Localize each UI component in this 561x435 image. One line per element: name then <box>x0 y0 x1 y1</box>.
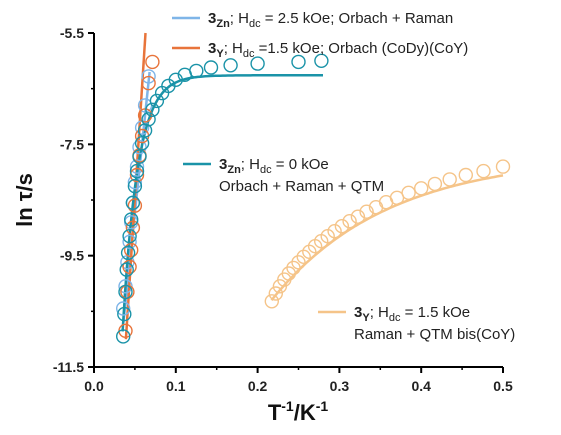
data-point-s1 <box>127 174 143 190</box>
x-tick-label: 0.5 <box>493 378 513 394</box>
legends: 3Zn; Hdc = 2.5 kOe; Orbach + Raman 3Y; Hd… <box>172 10 515 343</box>
legend-label-line2-s4: Raman + QTM bis(CoY) <box>354 326 515 343</box>
legend-label-s1: 3Zn; Hdc = 2.5 kOe; Orbach + Raman <box>208 10 453 30</box>
data-point-s2 <box>137 108 153 123</box>
data-point-s3 <box>203 60 219 75</box>
data-point-s3 <box>250 56 265 71</box>
data-point-s3 <box>168 72 184 88</box>
data-point-s3 <box>115 329 131 344</box>
x-tick-label: 0.4 <box>411 378 431 394</box>
data-point-s1 <box>122 234 137 250</box>
data-point-s4 <box>476 163 491 179</box>
data-point-s3 <box>125 195 141 211</box>
x-axis-title-sup2: -1 <box>316 398 329 414</box>
x-tick-label: 0.2 <box>248 378 268 394</box>
data-point-s2 <box>123 242 139 258</box>
data-point-s2 <box>125 220 141 236</box>
x-tick-label: 0.3 <box>330 378 350 394</box>
y-tick-label: -7.5 <box>60 136 84 152</box>
fit-line-s3 <box>121 74 323 332</box>
data-point-s3 <box>122 228 137 244</box>
data-point-s3 <box>132 149 147 164</box>
data-point-s1 <box>141 69 156 84</box>
data-point-s3 <box>189 63 204 79</box>
data-point-s4 <box>264 294 279 309</box>
y-tick-label: -5.5 <box>60 25 84 41</box>
data-point-s4 <box>342 213 357 229</box>
x-axis-title-sup1: -1 <box>281 398 294 414</box>
ticks: 0.0 0.1 0.2 0.3 0.4 0.5 -5.5 -7.5 -9.5 -11.5 <box>53 25 513 394</box>
y-axis-title: ln τ/s <box>12 173 37 227</box>
data-point-s3 <box>141 112 156 127</box>
data-point-s2 <box>141 75 156 91</box>
data-point-s3 <box>129 163 145 179</box>
data-point-s1 <box>129 159 145 174</box>
x-tick-label: 0.0 <box>84 378 104 394</box>
data-point-s4 <box>334 218 350 234</box>
data-point-s3 <box>223 58 238 73</box>
legend-label-s3: 3Zn; Hdc = 0 kOe <box>219 156 329 176</box>
data-point-s4 <box>286 260 301 276</box>
legend-label-line2-s3: Orbach + Raman + QTM <box>219 178 384 195</box>
x-axis-title-main: T <box>268 400 282 425</box>
legend-label-s2: 3Y; Hdc =1.5 kOe; Orbach (CoDy)(CoY) <box>208 40 468 60</box>
data-point-s1 <box>118 279 133 294</box>
data-point-s3 <box>149 93 165 109</box>
data-point-s3 <box>117 306 132 322</box>
data-point-s4 <box>427 176 443 192</box>
data-point-s2 <box>122 259 137 274</box>
legend-label-s4: 3Y; Hdc = 1.5 kOe <box>354 304 470 324</box>
data-point-s4 <box>414 181 429 196</box>
data-point-s4 <box>495 159 511 174</box>
data-point-s4 <box>268 286 283 301</box>
data-point-s1 <box>132 139 147 155</box>
data-point-s4 <box>327 223 342 239</box>
data-point-s3 <box>118 284 133 300</box>
data-point-s3 <box>123 212 139 227</box>
data-point-s2 <box>145 54 160 70</box>
data-point-s3 <box>127 178 143 194</box>
data-point-s3 <box>291 54 306 70</box>
x-axis-title: T-1/K-1 <box>268 398 329 425</box>
data-point-s3 <box>120 245 136 261</box>
data-point-s4 <box>359 204 374 219</box>
data-point-s3 <box>137 123 153 138</box>
data-point-s1 <box>115 301 131 316</box>
data-points <box>115 53 511 344</box>
data-point-s2 <box>127 198 143 213</box>
data-point-s4 <box>291 255 306 270</box>
data-point-s3 <box>119 262 134 277</box>
data-point-s4 <box>350 209 366 224</box>
data-point-s3 <box>314 53 329 68</box>
data-point-s3 <box>145 102 160 118</box>
data-point-s4 <box>296 249 311 264</box>
x-tick-label: 0.1 <box>166 378 186 394</box>
data-point-s4 <box>442 172 457 187</box>
y-tick-label: -9.5 <box>60 248 84 264</box>
data-point-s4 <box>401 185 416 201</box>
data-point-s2 <box>129 167 145 183</box>
x-axis-title-mid: /K <box>294 400 316 425</box>
y-tick-label: -11.5 <box>53 359 84 375</box>
data-point-s4 <box>458 167 473 183</box>
